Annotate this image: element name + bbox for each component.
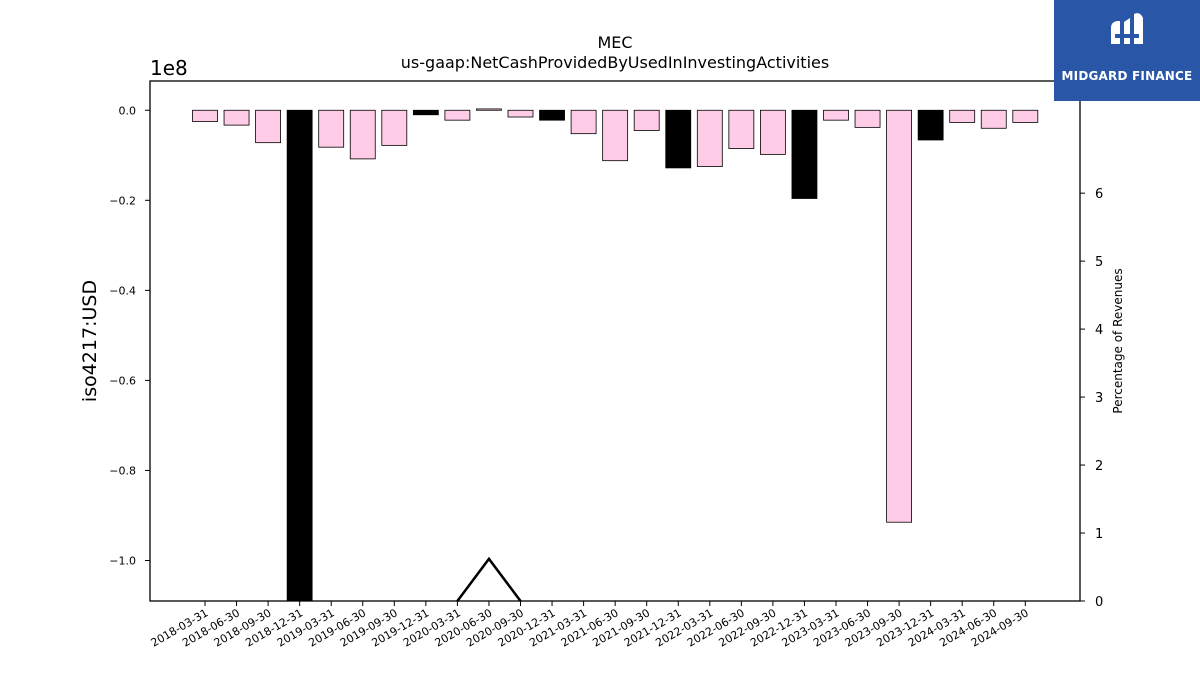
bar-2018-12-31 xyxy=(286,109,313,602)
y2-axis-label: Percentage of Revenues xyxy=(1111,268,1125,413)
bar-2023-09-30 xyxy=(886,109,912,523)
bar-2018-03-31 xyxy=(192,109,218,122)
revenue-percentage-line xyxy=(456,556,522,602)
revenue-percentage-line-group xyxy=(456,556,522,602)
y-tick-label: 0.0 xyxy=(119,104,137,117)
y2-tick-label: 3 xyxy=(1095,391,1103,406)
bar-2022-06-30 xyxy=(728,109,755,149)
bar-2018-09-30 xyxy=(255,109,282,144)
x-axis-ticks: 2018-03-312018-06-302018-09-302018-12-31… xyxy=(149,601,1031,650)
y2-tick-label: 5 xyxy=(1095,255,1103,270)
bar-2018-06-30 xyxy=(223,109,250,126)
bar-2023-12-31 xyxy=(917,109,944,141)
bar-2020-03-31 xyxy=(444,109,471,121)
bar-2022-03-31 xyxy=(696,109,723,167)
y2-tick-label: 1 xyxy=(1095,527,1103,542)
bar-2024-03-31 xyxy=(949,109,976,123)
bar-2022-09-30 xyxy=(760,109,786,155)
bar-2023-03-31 xyxy=(823,109,849,121)
bar-2021-03-31 xyxy=(570,109,597,135)
y2-tick-label: 4 xyxy=(1095,323,1103,338)
y-tick-label: −0.2 xyxy=(109,194,136,207)
bar-2020-09-30 xyxy=(507,109,534,118)
y-tick-label: −0.8 xyxy=(109,464,136,477)
logo-badge: MIDGARD FINANCE xyxy=(1054,0,1200,101)
y-tick-label: −1.0 xyxy=(109,554,136,567)
bar-2024-06-30 xyxy=(980,109,1007,129)
y-axis-label: iso4217:USD xyxy=(79,280,101,402)
bar-2020-06-30 xyxy=(476,108,502,111)
chart-title: MEC xyxy=(597,33,632,52)
bars-group xyxy=(192,108,1039,602)
bar-2022-12-31 xyxy=(791,109,818,199)
bar-2019-12-31 xyxy=(412,109,439,116)
y2-tick-label: 6 xyxy=(1095,187,1103,202)
bar-2021-06-30 xyxy=(602,109,629,162)
y-scale-label: 1e8 xyxy=(150,56,188,80)
right-axis-ticks: 0 1 2 3 4 5 6 xyxy=(1080,187,1103,610)
bar-2021-12-31 xyxy=(665,109,692,169)
bar-2024-09-30 xyxy=(1012,109,1039,123)
bar-2020-12-31 xyxy=(539,109,565,121)
bar-2019-03-31 xyxy=(318,109,345,148)
bar-2023-06-30 xyxy=(854,109,881,128)
y2-tick-label: 0 xyxy=(1095,595,1103,610)
midgard-logo-icon xyxy=(1111,13,1143,44)
y-tick-label: −0.4 xyxy=(109,284,136,297)
y-tick-label: −0.6 xyxy=(109,374,136,387)
chart-subtitle: us-gaap:NetCashProvidedByUsedInInvesting… xyxy=(401,53,829,72)
logo-text: MIDGARD FINANCE xyxy=(1061,69,1193,83)
bar-2019-06-30 xyxy=(349,109,376,160)
left-axis-ticks: 0.0 −0.2 −0.4 −0.6 −0.8 −1.0 xyxy=(109,104,150,567)
bar-2021-09-30 xyxy=(633,109,660,131)
y2-tick-label: 2 xyxy=(1095,459,1103,474)
bar-2019-09-30 xyxy=(381,109,408,146)
